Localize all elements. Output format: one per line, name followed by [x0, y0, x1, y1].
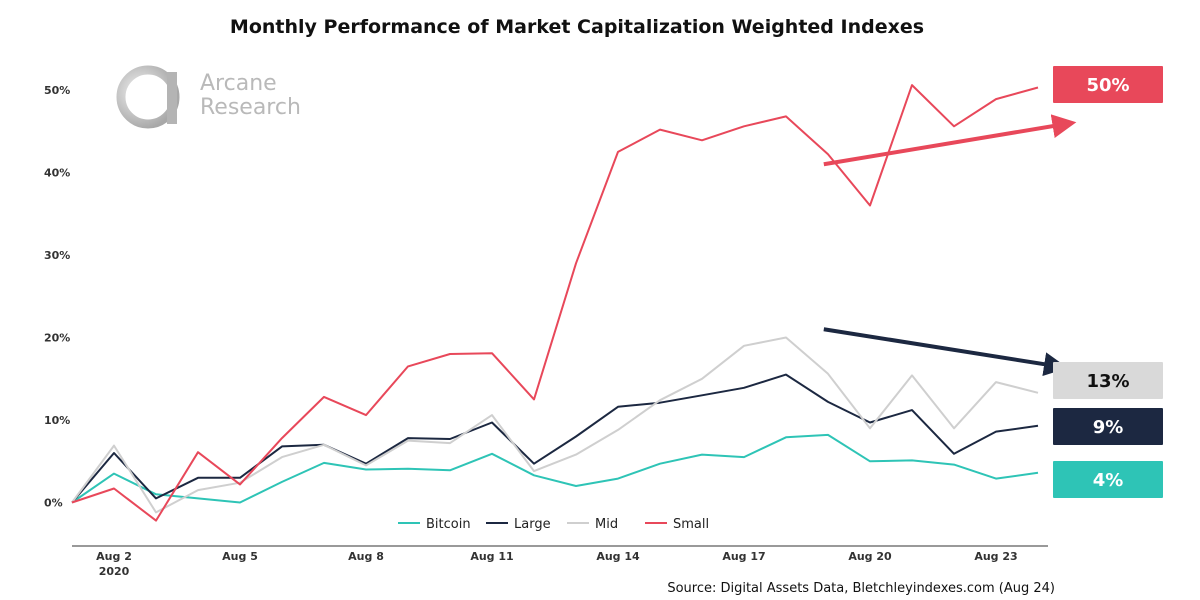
legend-label-bitcoin: Bitcoin	[426, 517, 471, 532]
y-tick-label: 40%	[44, 167, 70, 180]
x-tick-label: Aug 14	[596, 550, 640, 563]
end-value-badges: 50% 13% 9% 4%	[1053, 66, 1163, 498]
badge-label-mid: 13%	[1086, 371, 1129, 392]
legend-label-small: Small	[673, 517, 709, 532]
x-axis-ticks: Aug 2 2020 Aug 5 Aug 8 Aug 11 Aug 14 Aug 17 Aug…	[96, 550, 1018, 578]
trend-arrow-1	[823, 114, 1077, 167]
badge-mid	[1053, 362, 1163, 399]
series-lines	[71, 84, 1039, 522]
x-tick-label: Aug 2	[96, 550, 132, 563]
trend-arrow-2	[823, 327, 1068, 377]
logo: Arcane Research	[116, 65, 301, 129]
x-tick-label: Aug 8	[348, 550, 384, 563]
legend: Bitcoin Large Mid Small	[398, 517, 709, 532]
x-tick-sublabel: 2020	[99, 565, 130, 578]
badge-large	[1053, 408, 1163, 445]
y-tick-label: 0%	[44, 497, 63, 510]
y-tick-label: 30%	[44, 249, 70, 262]
x-tick-label: Aug 17	[722, 550, 765, 563]
logo-line-2: Research	[200, 95, 301, 120]
badge-label-small: 50%	[1086, 75, 1129, 96]
x-tick-label: Aug 5	[222, 550, 258, 563]
legend-label-large: Large	[514, 517, 551, 532]
series-line-small	[71, 84, 1039, 522]
x-tick-label: Aug 20	[848, 550, 892, 563]
badge-label-bitcoin: 4%	[1093, 470, 1124, 491]
logo-mark-stem	[167, 72, 177, 124]
series-line-bitcoin	[71, 433, 1039, 504]
x-tick-label: Aug 23	[974, 550, 1017, 563]
badge-label-large: 9%	[1093, 417, 1124, 438]
series-line-large	[71, 373, 1039, 504]
y-tick-label: 20%	[44, 332, 70, 345]
badge-small	[1053, 66, 1163, 103]
trend-arrows	[823, 114, 1077, 377]
logo-mark-icon	[116, 65, 180, 129]
chart-title: Monthly Performance of Market Capitaliza…	[230, 16, 924, 38]
badge-bitcoin	[1053, 461, 1163, 498]
logo-line-1: Arcane	[200, 71, 277, 96]
source-note: Source: Digital Assets Data, Bletchleyin…	[667, 581, 1055, 596]
y-tick-label: 50%	[44, 84, 70, 97]
y-axis-ticks: 0% 10% 20% 30% 40% 50%	[44, 84, 70, 510]
legend-label-mid: Mid	[595, 517, 618, 532]
series-line-mid	[71, 336, 1039, 514]
y-tick-label: 10%	[44, 414, 70, 427]
x-tick-label: Aug 11	[470, 550, 513, 563]
